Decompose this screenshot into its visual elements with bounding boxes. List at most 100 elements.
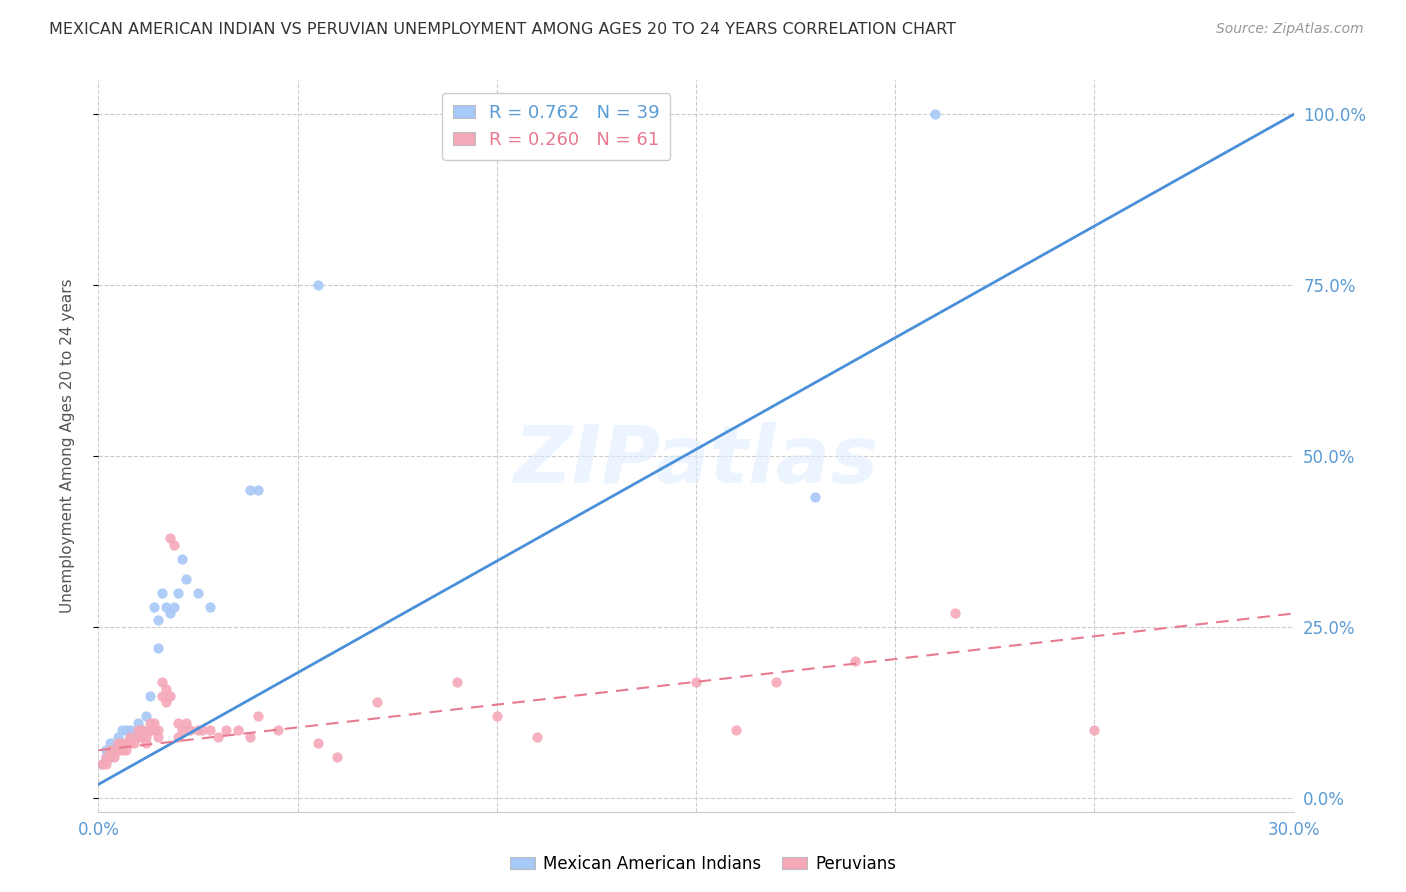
Point: [148, 640, 170, 655]
Point: [115, 736, 138, 750]
Point: [111, 723, 134, 737]
Point: [943, 607, 966, 621]
Point: [446, 674, 468, 689]
Point: [167, 586, 190, 600]
Point: [135, 709, 157, 723]
Point: [724, 723, 747, 737]
Point: [155, 681, 177, 696]
Point: [526, 730, 548, 744]
Point: [239, 483, 262, 498]
Point: [155, 695, 177, 709]
Point: [115, 723, 138, 737]
Point: [187, 586, 209, 600]
Point: [127, 715, 149, 730]
Text: ZIPatlas: ZIPatlas: [513, 422, 879, 500]
Point: [366, 695, 388, 709]
Point: [120, 730, 142, 744]
Point: [98, 750, 122, 764]
Point: [685, 674, 707, 689]
Point: [127, 723, 149, 737]
Point: [91, 756, 114, 771]
Point: [120, 736, 142, 750]
Point: [98, 743, 122, 757]
Point: [98, 736, 122, 750]
Point: [485, 709, 508, 723]
Point: [143, 723, 166, 737]
Point: [187, 723, 209, 737]
Text: Source: ZipAtlas.com: Source: ZipAtlas.com: [1216, 22, 1364, 37]
Point: [131, 730, 153, 744]
Point: [111, 743, 134, 757]
Point: [124, 730, 146, 744]
Point: [107, 743, 129, 757]
Point: [207, 730, 229, 744]
Point: [172, 551, 194, 566]
Point: [91, 756, 114, 771]
Point: [150, 586, 173, 600]
Point: [198, 599, 221, 614]
Point: [215, 723, 238, 737]
Point: [139, 689, 162, 703]
Point: [120, 730, 142, 744]
Point: [159, 689, 181, 703]
Point: [135, 730, 157, 744]
Point: [143, 599, 166, 614]
Point: [96, 750, 118, 764]
Point: [844, 654, 866, 668]
Point: [1083, 723, 1105, 737]
Point: [111, 736, 134, 750]
Point: [150, 674, 173, 689]
Point: [765, 674, 787, 689]
Point: [103, 743, 125, 757]
Point: [167, 715, 190, 730]
Point: [307, 278, 329, 293]
Point: [155, 599, 177, 614]
Point: [148, 723, 170, 737]
Point: [148, 613, 170, 627]
Point: [107, 743, 129, 757]
Point: [131, 723, 153, 737]
Point: [127, 730, 149, 744]
Point: [143, 715, 166, 730]
Point: [127, 723, 149, 737]
Point: [115, 743, 138, 757]
Point: [174, 572, 197, 586]
Point: [98, 750, 122, 764]
Point: [239, 730, 262, 744]
Point: [131, 723, 153, 737]
Legend: R = 0.762   N = 39, R = 0.260   N = 61: R = 0.762 N = 39, R = 0.260 N = 61: [441, 93, 671, 160]
Point: [159, 531, 181, 545]
Point: [103, 743, 125, 757]
Point: [198, 723, 221, 737]
Point: [246, 709, 269, 723]
Point: [135, 736, 157, 750]
Point: [139, 715, 162, 730]
Point: [159, 607, 181, 621]
Point: [267, 723, 290, 737]
Point: [150, 689, 173, 703]
Point: [96, 756, 118, 771]
Point: [107, 736, 129, 750]
Point: [326, 750, 349, 764]
Point: [163, 599, 186, 614]
Point: [174, 715, 197, 730]
Y-axis label: Unemployment Among Ages 20 to 24 years: Unemployment Among Ages 20 to 24 years: [60, 278, 75, 614]
Point: [103, 750, 125, 764]
Point: [139, 723, 162, 737]
Point: [307, 736, 329, 750]
Point: [96, 743, 118, 757]
Point: [148, 730, 170, 744]
Point: [191, 723, 214, 737]
Point: [924, 107, 946, 121]
Point: [107, 730, 129, 744]
Point: [804, 490, 827, 504]
Text: MEXICAN AMERICAN INDIAN VS PERUVIAN UNEMPLOYMENT AMONG AGES 20 TO 24 YEARS CORRE: MEXICAN AMERICAN INDIAN VS PERUVIAN UNEM…: [49, 22, 956, 37]
Point: [139, 723, 162, 737]
Point: [172, 723, 194, 737]
Point: [163, 538, 186, 552]
Point: [179, 723, 201, 737]
Point: [124, 736, 146, 750]
Point: [96, 750, 118, 764]
Legend: Mexican American Indians, Peruvians: Mexican American Indians, Peruvians: [503, 848, 903, 880]
Point: [120, 723, 142, 737]
